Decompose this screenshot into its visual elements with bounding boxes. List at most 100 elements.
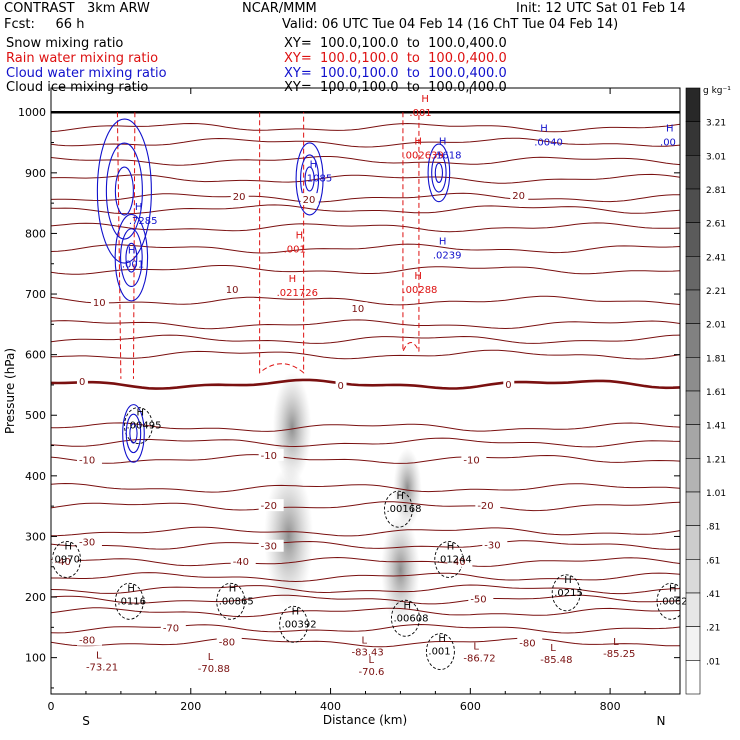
- cloud-water-max-label: .1618: [433, 151, 462, 162]
- isotherm-line: [51, 437, 680, 448]
- y-tick-label: 200: [25, 591, 46, 604]
- model-title: CONTRAST 3km ARW: [4, 1, 150, 16]
- isotherm-label-bg: [76, 535, 102, 548]
- y-axis-title: Pressure (hPa): [3, 348, 17, 434]
- snow-max-marker: H: [403, 600, 411, 611]
- y-tick-label: 800: [25, 227, 46, 240]
- cloud-water-max-label: .001: [122, 260, 144, 271]
- colorbar-swatch: [685, 525, 701, 560]
- colorbar-swatch: [685, 626, 701, 661]
- cloud-water-max-marker: H: [128, 246, 136, 257]
- snow-max-marker: H: [396, 491, 404, 502]
- isotherm-label: 0: [505, 380, 511, 391]
- isotherm-label-bg: [468, 592, 494, 605]
- colorbar-level-label: .41: [706, 590, 720, 600]
- isotherm-line: [51, 192, 680, 203]
- isotherm-label-bg: [160, 621, 186, 634]
- temp-extremum-marker: L: [208, 652, 214, 663]
- x-tick-label: 800: [600, 700, 621, 713]
- snow-contour: [114, 582, 144, 620]
- isotherm-label: -40: [449, 557, 465, 568]
- field-rain-name: Rain water mixing ratio: [6, 51, 159, 66]
- isotherm-label-bg: [76, 374, 88, 387]
- isotherm-line: [51, 482, 680, 493]
- field-cloudwater-xy: XY= 100.0,100.0 to 100.0,400.0: [284, 66, 507, 81]
- snow-max-label: .0215: [554, 588, 583, 599]
- snow-shading-core: [264, 466, 314, 607]
- isotherm-label: 0: [338, 381, 344, 392]
- isotherm-label: -20: [261, 501, 277, 512]
- cloud-water-contour: [96, 118, 152, 264]
- colorbar-swatch: [685, 289, 701, 324]
- colorbar-level-label: 2.61: [706, 220, 726, 230]
- colorbar-swatch: [685, 390, 701, 425]
- colorbar-level-label: .21: [706, 624, 720, 634]
- isotherm-line: [51, 137, 680, 148]
- cloud-water-contour: [434, 162, 444, 183]
- snow-max-label: .00168: [386, 504, 421, 515]
- cloud-water-max-marker: H: [310, 160, 318, 171]
- colorbar-swatch: [685, 155, 701, 190]
- x-tick-label: 200: [180, 700, 201, 713]
- colorbar-swatch: [685, 121, 701, 156]
- isotherm-label-bg: [230, 190, 249, 203]
- colorbar-swatch: [685, 491, 701, 526]
- isotherm-label: 10: [93, 298, 106, 309]
- x-tick-label: 600: [460, 700, 481, 713]
- isotherm-label-bg: [510, 188, 529, 201]
- cloud-water-contour: [304, 166, 315, 192]
- snow-max-label: .001: [428, 647, 450, 658]
- isotherm-label-bg: [517, 636, 543, 649]
- isotherm-line: [51, 222, 680, 233]
- snow-contour: [384, 490, 413, 528]
- colorbar-level-label: 1.61: [706, 388, 726, 398]
- snow-max-marker: H: [127, 583, 135, 594]
- cloud-water-contour: [431, 153, 447, 193]
- colorbar-unit: g kg⁻¹: [703, 86, 731, 96]
- colorbar-level-label: 1.41: [706, 422, 726, 432]
- isotherm-label: -10: [463, 456, 479, 467]
- cloud-water-max-marker: H: [540, 123, 548, 134]
- y-tick-label: 600: [25, 349, 46, 362]
- cloud-water-contour: [125, 413, 142, 454]
- colorbar-level-label: 1.21: [706, 455, 726, 465]
- cloud-water-max-label: .1085: [304, 174, 333, 185]
- isotherm-label: -30: [261, 542, 277, 553]
- colorbar-swatch: [685, 188, 701, 223]
- snow-max-marker: H: [64, 541, 72, 552]
- center-title: NCAR/MMM: [242, 1, 317, 16]
- init-time: Init: 12 UTC Sat 01 Feb 14: [516, 1, 686, 16]
- snow-max-label: .01244: [437, 554, 472, 565]
- x-axis-title: Distance (km): [323, 713, 407, 727]
- temp-extremum-label: -73.21: [86, 663, 118, 674]
- snow-max-label: .0062: [659, 596, 688, 607]
- field-snow-name: Snow mixing ratio: [6, 36, 124, 51]
- snow-max-marker: H: [229, 583, 237, 594]
- y-tick-label: 500: [25, 409, 46, 422]
- cloud-water-contour: [125, 242, 138, 273]
- isotherm-line: [51, 378, 680, 390]
- y-tick-label: 1000: [18, 106, 46, 119]
- rain-max-marker: H: [296, 231, 304, 242]
- isotherm-label: -30: [484, 541, 500, 552]
- cloud-water-contour: [105, 142, 143, 240]
- isotherm-line: [51, 623, 680, 634]
- temp-extremum-label: -85.25: [603, 649, 635, 660]
- x-tick-label: 0: [48, 700, 55, 713]
- isotherm-label: -40: [54, 557, 70, 568]
- isotherm-line: [51, 540, 680, 550]
- isotherm-line: [51, 572, 680, 583]
- isotherm-line: [51, 295, 680, 306]
- cloud-water-contour: [427, 143, 451, 203]
- colorbar-level-label: .81: [706, 523, 720, 533]
- snow-max-marker: H: [669, 583, 677, 594]
- isotherm-line: [51, 454, 680, 464]
- snow-contour: [391, 599, 420, 637]
- cloud-water-max-label: .00: [660, 137, 676, 148]
- isotherm-line: [51, 265, 680, 275]
- snow-max-label: .00392: [282, 619, 317, 630]
- rain-contour: [116, 112, 136, 379]
- isotherm-line: [51, 204, 680, 215]
